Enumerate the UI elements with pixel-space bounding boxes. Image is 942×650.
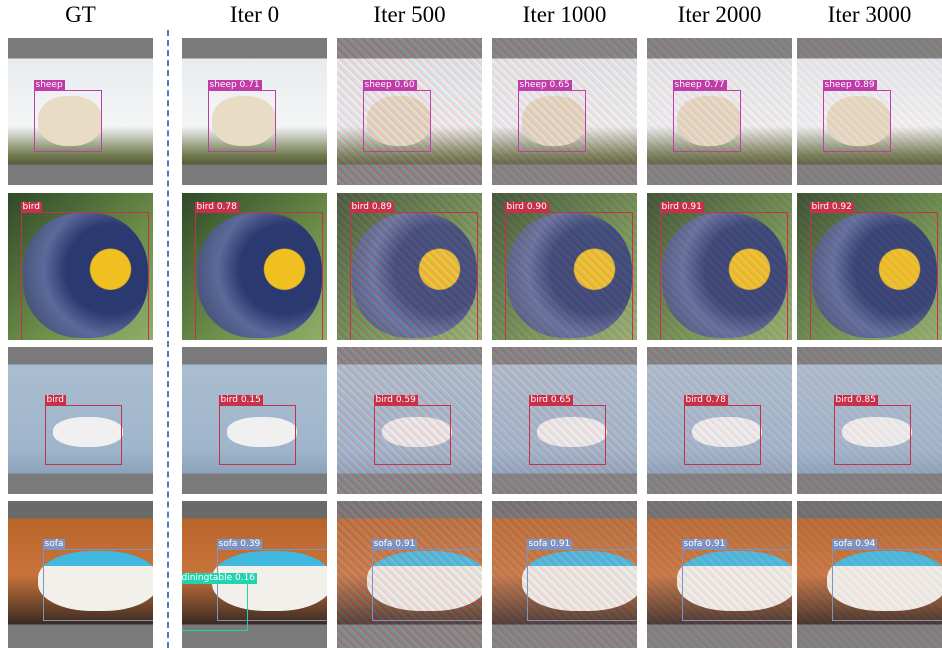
detection-label: sofa: [43, 539, 66, 550]
detection-label: bird: [45, 395, 66, 406]
detection-box: bird 0.78: [195, 212, 323, 340]
detection-box: bird 0.85: [834, 405, 911, 465]
detection-box: sheep 0.65: [518, 90, 586, 152]
detection-label: sheep: [34, 80, 65, 91]
detection-box: sheep 0.60: [363, 90, 431, 152]
image-cell: sheep 0.71: [182, 38, 327, 185]
detection-label: sheep 0.65: [518, 80, 572, 91]
image-cell: bird 0.89: [337, 193, 482, 340]
image-cell: sofa 0.94: [797, 501, 942, 648]
detection-label: diningtable 0.16: [182, 573, 257, 584]
image-cell: bird: [8, 193, 153, 340]
detection-label: bird: [21, 202, 42, 213]
detection-label: bird 0.85: [834, 395, 878, 406]
detection-box: diningtable 0.16: [182, 583, 248, 631]
figure: GT Iter 0 Iter 500 Iter 1000 Iter 2000Iter 3…: [0, 0, 942, 650]
image-cell: bird 0.85: [797, 347, 942, 494]
detection-box: sheep: [34, 90, 102, 152]
detection-label: sheep 0.71: [208, 80, 262, 91]
detection-box: sheep 0.71: [208, 90, 276, 152]
detection-label: sheep 0.89: [823, 80, 877, 91]
column-header: Iter 3000: [797, 2, 942, 28]
image-cell: bird 0.65: [492, 347, 637, 494]
column-header: Iter 0: [182, 2, 327, 28]
detection-box: sheep 0.77: [673, 90, 741, 152]
detection-box: bird: [21, 212, 149, 340]
detection-box: bird: [45, 405, 122, 465]
detection-label: bird 0.78: [195, 202, 239, 213]
column-header: GT: [8, 2, 153, 28]
separator: [167, 30, 169, 648]
detection-label: sofa 0.94: [832, 539, 878, 550]
image-cell: sofa: [8, 501, 153, 648]
detection-label: sofa 0.91: [372, 539, 418, 550]
image-cell: bird: [8, 347, 153, 494]
image-cell: sheep 0.65: [492, 38, 637, 185]
detection-label: sofa 0.39: [217, 539, 263, 550]
detection-box: bird 0.59: [374, 405, 451, 465]
image-cell: bird 0.59: [337, 347, 482, 494]
image-cell: bird 0.78: [647, 347, 792, 494]
detection-label: bird 0.90: [505, 202, 549, 213]
detection-box: sofa 0.91: [527, 549, 637, 621]
detection-box: sheep 0.89: [823, 90, 891, 152]
detection-label: sofa 0.91: [527, 539, 573, 550]
detection-label: bird 0.65: [529, 395, 573, 406]
detection-label: bird 0.92: [810, 202, 854, 213]
column-header: Iter 500: [337, 2, 482, 28]
detection-label: sheep 0.60: [363, 80, 417, 91]
detection-label: sofa 0.91: [682, 539, 728, 550]
image-cell: sheep 0.60: [337, 38, 482, 185]
image-cell: sheep 0.77: [647, 38, 792, 185]
detection-box: sofa 0.91: [682, 549, 792, 621]
image-cell: sofa 0.91: [492, 501, 637, 648]
image-cell: bird 0.15: [182, 347, 327, 494]
image-cell: sofa 0.91: [337, 501, 482, 648]
detection-box: sofa 0.91: [372, 549, 482, 621]
image-cell: sheep 0.89: [797, 38, 942, 185]
image-cell: bird 0.92: [797, 193, 942, 340]
detection-box: bird 0.78: [684, 405, 761, 465]
detection-box: bird 0.15: [219, 405, 296, 465]
detection-label: bird 0.89: [350, 202, 394, 213]
detection-box: bird 0.65: [529, 405, 606, 465]
detection-box: bird 0.89: [350, 212, 478, 340]
detection-box: bird 0.91: [660, 212, 788, 340]
detection-box: bird 0.90: [505, 212, 633, 340]
detection-label: bird 0.15: [219, 395, 263, 406]
image-cell: sofa 0.39 diningtable 0.16: [182, 501, 327, 648]
detection-box: sofa: [43, 549, 153, 621]
detection-label: bird 0.91: [660, 202, 704, 213]
detection-box: sofa 0.94: [832, 549, 942, 621]
image-cell: bird 0.91: [647, 193, 792, 340]
column-header: Iter 2000: [647, 2, 792, 28]
image-cell: bird 0.90: [492, 193, 637, 340]
detection-box: bird 0.92: [810, 212, 938, 340]
image-cell: bird 0.78: [182, 193, 327, 340]
detection-label: bird 0.78: [684, 395, 728, 406]
image-cell: sofa 0.91: [647, 501, 792, 648]
column-header: Iter 1000: [492, 2, 637, 28]
image-cell: sheep: [8, 38, 153, 185]
detection-label: sheep 0.77: [673, 80, 727, 91]
detection-label: bird 0.59: [374, 395, 418, 406]
